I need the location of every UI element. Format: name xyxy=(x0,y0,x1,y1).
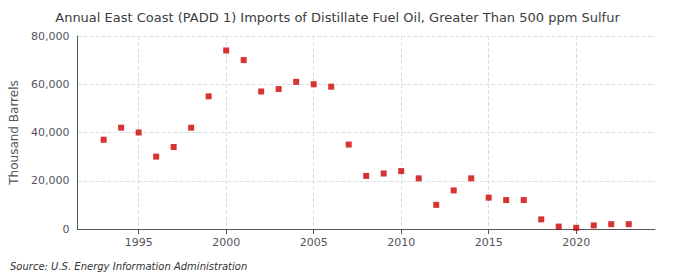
svg-text:1995: 1995 xyxy=(125,236,153,249)
svg-text:2020: 2020 xyxy=(562,236,590,249)
svg-text:20,000: 20,000 xyxy=(31,174,70,187)
svg-text:60,000: 60,000 xyxy=(31,78,70,91)
svg-text:2000: 2000 xyxy=(212,236,240,249)
svg-text:0: 0 xyxy=(62,223,69,236)
svg-text:80,000: 80,000 xyxy=(31,30,70,43)
svg-text:2015: 2015 xyxy=(475,236,503,249)
svg-text:2010: 2010 xyxy=(387,236,415,249)
svg-text:Thousand Barrels: Thousand Barrels xyxy=(7,80,21,185)
svg-text:40,000: 40,000 xyxy=(31,126,70,139)
svg-text:Source: U.S. Energy Informatio: Source: U.S. Energy Information Administ… xyxy=(10,261,247,272)
svg-text:Annual East Coast (PADD 1) Imp: Annual East Coast (PADD 1) Imports of Di… xyxy=(55,10,620,25)
svg-text:2005: 2005 xyxy=(300,236,328,249)
